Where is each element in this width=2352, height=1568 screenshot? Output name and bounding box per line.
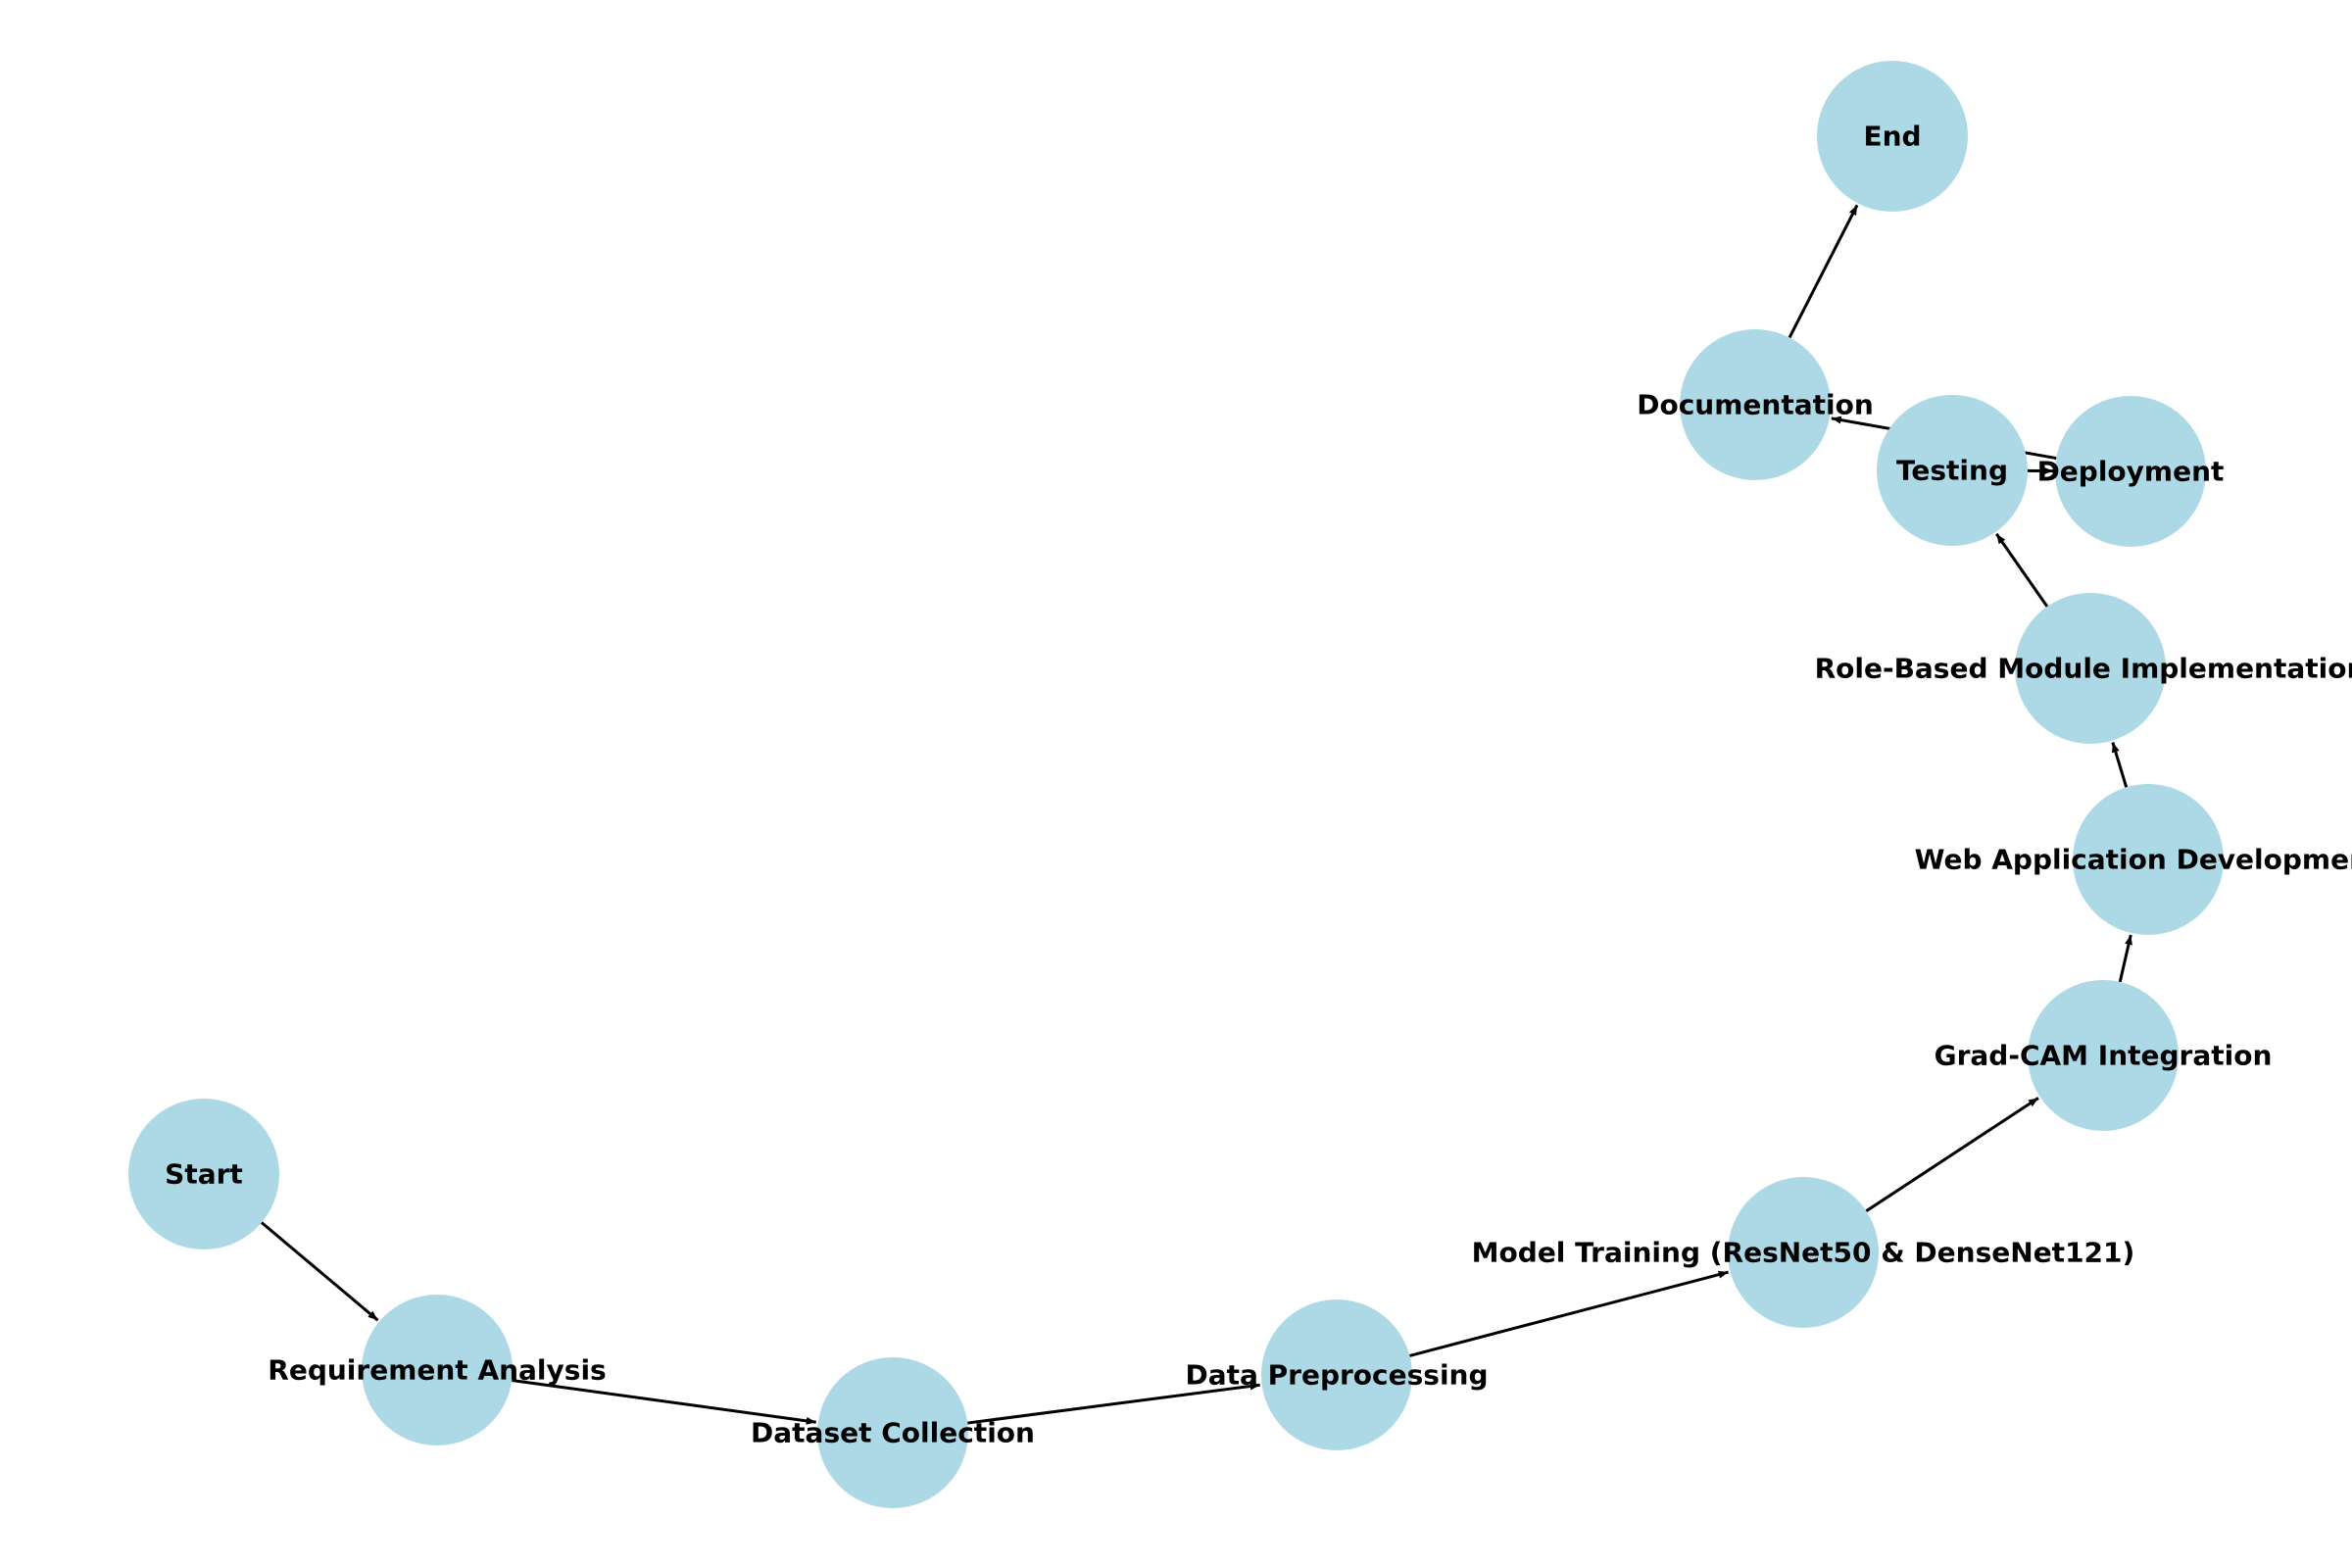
node-docs: Documentation bbox=[1637, 329, 1874, 480]
node-label-end: End bbox=[1863, 121, 1921, 153]
node-label-dataset: Dataset Collection bbox=[751, 1417, 1035, 1449]
edge-role-to-testing bbox=[1994, 532, 2049, 608]
node-circle-gradcam bbox=[2028, 980, 2179, 1131]
node-start: Start bbox=[128, 1099, 279, 1250]
node-circle-role bbox=[2015, 593, 2166, 744]
node-circle-train bbox=[1728, 1177, 1879, 1328]
edge-webapp-to-role bbox=[2111, 742, 2129, 788]
node-label-docs: Documentation bbox=[1637, 389, 1874, 421]
node-gradcam: Grad-CAM Integration bbox=[1935, 980, 2273, 1131]
node-label-gradcam: Grad-CAM Integration bbox=[1935, 1040, 2273, 1072]
nodes-layer: Start Requirement Analysis Dataset Collect… bbox=[128, 61, 2352, 1508]
node-circle-deploy bbox=[2055, 396, 2206, 547]
node-label-req: Requirement Analysis bbox=[268, 1354, 606, 1387]
node-label-webapp: Web Application Development bbox=[1915, 844, 2352, 876]
edge-docs-to-end bbox=[1788, 204, 1859, 339]
node-circle-end bbox=[1817, 61, 1968, 212]
node-webapp: Web Application Development bbox=[1915, 784, 2352, 935]
node-dataset: Dataset Collection bbox=[751, 1357, 1035, 1508]
node-circle-start bbox=[128, 1099, 279, 1250]
node-label-prep: Data Preprocessing bbox=[1185, 1359, 1488, 1392]
node-label-train: Model Training (ResNet50 & DenseNet121) bbox=[1472, 1237, 2135, 1269]
node-circle-testing bbox=[1877, 395, 2028, 546]
node-label-role: Role-Based Module Implementation bbox=[1815, 653, 2352, 685]
edge-prep-to-train bbox=[1409, 1270, 1729, 1357]
edge-start-to-req bbox=[260, 1221, 379, 1322]
edge-gradcam-to-webapp bbox=[2118, 934, 2132, 983]
node-train: Model Training (ResNet50 & DenseNet121) bbox=[1472, 1177, 2135, 1328]
node-deploy: Deployment bbox=[2037, 396, 2225, 547]
edge-req-to-dataset bbox=[512, 1379, 816, 1425]
node-label-start: Start bbox=[165, 1158, 243, 1191]
node-end: End bbox=[1817, 61, 1968, 212]
edge-dataset-to-prep bbox=[967, 1382, 1260, 1425]
node-prep: Data Preprocessing bbox=[1185, 1299, 1489, 1450]
node-circle-prep bbox=[1261, 1299, 1412, 1450]
node-circle-docs bbox=[1680, 329, 1831, 480]
node-testing: Testing bbox=[1877, 395, 2028, 546]
node-label-deploy: Deployment bbox=[2037, 456, 2225, 488]
edge-train-to-gradcam bbox=[1865, 1097, 2039, 1212]
node-circle-dataset bbox=[817, 1357, 968, 1508]
node-req: Requirement Analysis bbox=[268, 1295, 607, 1446]
node-circle-req bbox=[362, 1295, 513, 1446]
node-label-testing: Testing bbox=[1896, 455, 2008, 487]
edges-layer bbox=[260, 204, 2132, 1425]
node-circle-webapp bbox=[2073, 784, 2224, 935]
node-role: Role-Based Module Implementation bbox=[1815, 593, 2352, 744]
